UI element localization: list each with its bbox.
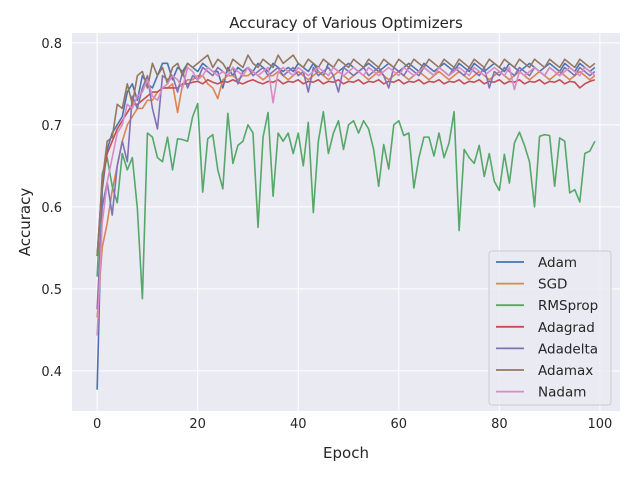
x-axis-ticks: 0 20 40 60 80 100 [93, 417, 612, 432]
y-axis-label: Accuracy [16, 188, 34, 257]
y-axis-ticks: 0.4 0.5 0.6 0.7 0.8 [41, 37, 62, 380]
chart-title: Accuracy of Various Optimizers [229, 14, 463, 32]
y-tick-label: 0.5 [41, 283, 62, 298]
legend-label-rmsprop: RMSprop [538, 298, 598, 314]
legend-label-adadelta: Adadelta [538, 341, 598, 357]
legend-box [488, 250, 612, 406]
legend-label-adagrad: Adagrad [538, 320, 595, 336]
x-tick-label: 60 [391, 417, 408, 432]
x-tick-label: 40 [290, 417, 307, 432]
y-tick-label: 0.6 [41, 201, 62, 216]
series-line-rmsprop [96, 102, 596, 300]
series-line-adadelta [96, 66, 596, 310]
y-tick-label: 0.4 [41, 365, 62, 380]
series-line-nadam [96, 66, 596, 336]
legend-label-adam: Adam [538, 255, 577, 271]
x-tick-label: 0 [93, 417, 101, 432]
legend-label-nadam: Nadam [538, 385, 586, 401]
series-lines [96, 54, 596, 390]
y-tick-label: 0.7 [41, 119, 62, 134]
legend: Adam SGD RMSprop Adagrad Adadelta Adamax Nadam [488, 250, 612, 406]
x-tick-label: 20 [189, 417, 206, 432]
legend-label-adamax: Adamax [538, 363, 593, 379]
series-line-adamax [96, 54, 596, 257]
x-tick-label: 80 [491, 417, 508, 432]
legend-label-sgd: SGD [538, 277, 567, 293]
x-tick-label: 100 [587, 417, 612, 432]
y-tick-label: 0.8 [41, 37, 62, 52]
x-axis-label: Epoch [323, 444, 369, 462]
grid-lines [72, 33, 620, 411]
